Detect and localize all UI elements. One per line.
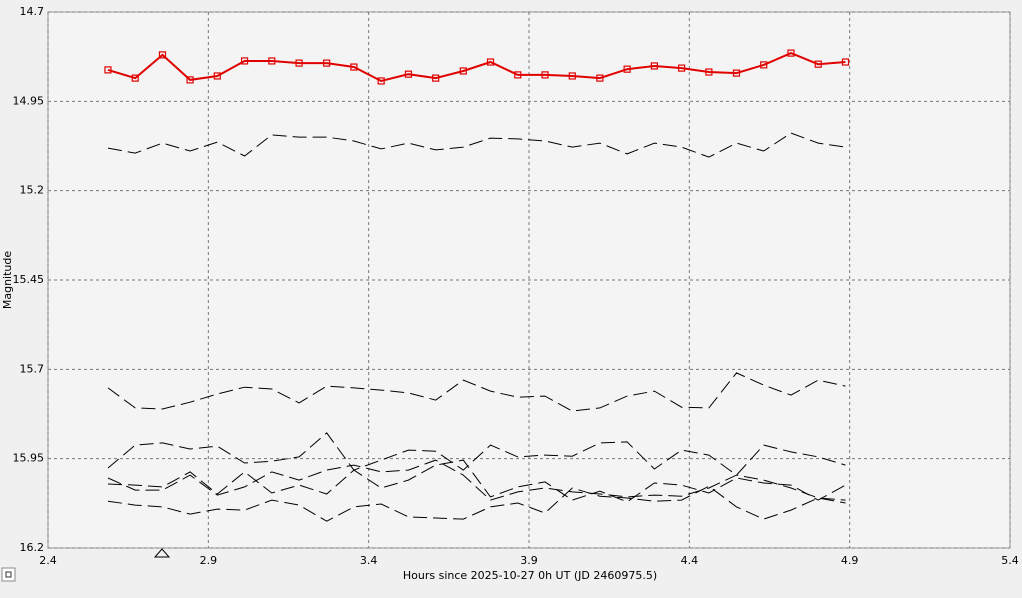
data-point [787,49,795,57]
data-point [760,61,768,69]
series-line [107,52,846,83]
data-point [213,72,221,80]
data-point [377,77,385,85]
data-point [104,66,112,74]
data-point [568,72,576,80]
series-line [107,132,846,158]
data-point [596,74,604,82]
options-button[interactable] [1,567,16,582]
data-point [432,74,440,82]
y-tick-label: 14.7 [20,5,45,18]
series-line [107,459,846,503]
data-point [459,67,467,75]
x-tick-label: 2.9 [200,554,218,567]
series-line [107,372,846,412]
x-tick-label: 3.4 [360,554,378,567]
data-point [814,60,822,68]
y-tick-label: 15.95 [13,452,45,465]
data-point [841,58,850,66]
y-tick-label: 16.2 [20,541,45,554]
data-point [650,62,658,70]
data-point [240,57,249,65]
x-tick-label: 5.4 [1001,554,1019,567]
series-line [107,432,846,476]
options-icon [5,571,12,578]
data-point [350,63,358,71]
x-tick-label: 3.9 [520,554,538,567]
y-tick-label: 15.7 [20,362,45,375]
y-axis-label: Magnitude [1,251,14,310]
data-point [268,57,276,65]
data-point [186,76,194,84]
data-point [678,64,686,72]
y-tick-label: 15.2 [20,184,45,197]
x-tick-label: 4.9 [841,554,859,567]
data-point [323,59,331,67]
x-tick-label: 2.4 [39,554,57,567]
y-tick-label: 14.95 [13,94,45,107]
data-point [295,59,303,67]
data-point [486,58,495,66]
data-point [131,74,139,82]
x-axis-label: Hours since 2025-10-27 0h UT (JD 2460975… [403,569,657,582]
data-point [404,70,413,78]
data-point [732,69,741,77]
data-point [541,71,549,79]
data-point [158,51,167,59]
y-tick-label: 15.45 [13,273,45,286]
series-line [107,485,846,522]
series-line [107,459,846,501]
data-point [623,65,631,73]
data-point [514,71,522,79]
x-tick-label: 4.4 [681,554,699,567]
data-point [705,68,713,76]
time-marker [153,548,171,558]
